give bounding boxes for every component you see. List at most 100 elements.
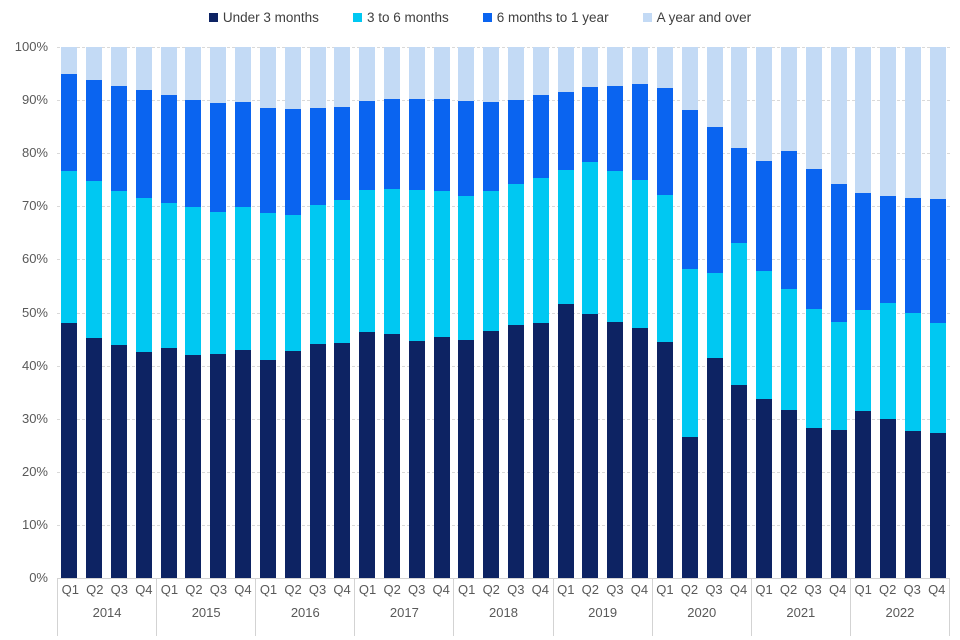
x-axis-year-label-2018: 2018 [489, 605, 518, 620]
bar-segment-a-year-and-over [805, 47, 822, 169]
stacked-bar-2019-Q3 [607, 47, 624, 578]
bar-slot-2015-Q1 [156, 47, 181, 578]
bar-segment-under-3-months [86, 338, 103, 578]
bar-segment-6-months-to-1-year [607, 86, 624, 172]
x-axis-year-label-2020: 2020 [687, 605, 717, 620]
bar-segment-6-months-to-1-year [855, 192, 872, 311]
bar-segment-a-year-and-over [185, 47, 202, 101]
stacked-bar-2015-Q4 [235, 47, 252, 578]
bar-segment-a-year-and-over [632, 47, 649, 85]
bar-segment-a-year-and-over [210, 47, 227, 103]
bar-segment-a-year-and-over [359, 47, 376, 102]
gridline [57, 259, 950, 261]
bar-segment-3-to-6-months [582, 162, 599, 315]
gridline [57, 206, 950, 208]
quarter-label-row: Q1 Q2 Q3 Q4 [355, 582, 453, 598]
x-axis-year-group-2014: Q1 Q2 Q3 Q4 2014 [57, 579, 156, 636]
bar-segment-under-3-months [284, 351, 301, 578]
x-tick-label-2018-Q2: Q2 [482, 582, 500, 597]
bar-segment-a-year-and-over [160, 47, 177, 95]
bar-segment-a-year-and-over [830, 47, 847, 184]
bar-segment-6-months-to-1-year [681, 109, 698, 269]
bar-segment-a-year-and-over [383, 47, 400, 100]
x-tick-label-2015-Q4: Q4 [234, 582, 252, 597]
stacked-bar-2021-Q2 [780, 47, 797, 578]
legend-item-6-months-to-1-year: 6 months to 1 year [482, 10, 609, 25]
bar-segment-under-3-months [780, 410, 797, 578]
stacked-bar-2014-Q4 [135, 47, 152, 578]
bar-segment-3-to-6-months [780, 289, 797, 411]
bar-segment-3-to-6-months [235, 207, 252, 351]
bar-segment-6-months-to-1-year [210, 102, 227, 212]
bar-slot-2017-Q1 [355, 47, 380, 578]
x-tick-label-2016-Q1: Q1 [259, 582, 278, 597]
gridline [57, 100, 950, 102]
bar-slot-2021-Q1 [752, 47, 777, 578]
stacked-bar-2022-Q1 [855, 47, 872, 578]
bar-segment-3-to-6-months [905, 313, 922, 432]
quarter-label-row: Q1 Q2 Q3 Q4 [554, 582, 652, 598]
plot-area [57, 47, 950, 579]
bar-segment-6-months-to-1-year [880, 196, 897, 304]
stacked-bar-2022-Q3 [905, 47, 922, 578]
bar-slot-2014-Q4 [131, 47, 156, 578]
legend-item-3-to-6-months: 3 to 6 months [352, 10, 449, 25]
bar-segment-6-months-to-1-year [284, 109, 301, 216]
bar-segment-under-3-months [880, 418, 897, 578]
bar-segment-6-months-to-1-year [632, 84, 649, 181]
bar-slot-2014-Q3 [107, 47, 132, 578]
x-tick-label-2020-Q4: Q4 [729, 582, 748, 597]
bar-segment-6-months-to-1-year [359, 101, 376, 191]
bar-segment-under-3-months [805, 428, 822, 578]
bar-slot-2017-Q2 [380, 47, 405, 578]
quarter-label-row: Q1 Q2 Q3 Q4 [851, 582, 949, 598]
bar-slot-2016-Q4 [330, 47, 355, 578]
bar-segment-under-3-months [830, 430, 847, 578]
bar-segment-a-year-and-over [235, 47, 252, 102]
x-tick-label-2017-Q1: Q1 [358, 582, 377, 597]
x-tick-label-2021-Q1: Q1 [755, 582, 773, 597]
x-axis-year-group-2022: Q1 Q2 Q3 Q4 2022 [849, 579, 950, 636]
bar-segment-3-to-6-months [756, 270, 773, 399]
bar-segment-3-to-6-months [210, 211, 227, 354]
legend-label: Under 3 months [222, 10, 319, 25]
bar-segment-6-months-to-1-year [259, 107, 276, 213]
stacked-bar-2015-Q1 [160, 47, 177, 578]
stacked-bar-2014-Q2 [86, 47, 103, 578]
y-tick-label: 50% [21, 304, 48, 320]
bar-segment-3-to-6-months [805, 308, 822, 429]
stacked-bar-2016-Q3 [309, 47, 326, 578]
bar-segment-6-months-to-1-year [61, 74, 78, 171]
bar-segment-a-year-and-over [855, 47, 872, 193]
quarter-label-row: Q1 Q2 Q3 Q4 [454, 582, 552, 598]
stacked-bar-2019-Q2 [582, 47, 599, 578]
gridline [57, 312, 950, 314]
bar-segment-6-months-to-1-year [905, 197, 922, 314]
bar-slot-2014-Q1 [57, 47, 82, 578]
bar-segment-3-to-6-months [408, 190, 425, 342]
bar-segment-under-3-months [111, 344, 128, 578]
bar-segment-a-year-and-over [408, 47, 425, 99]
bar-segment-3-to-6-months [284, 215, 301, 352]
bar-segment-6-months-to-1-year [706, 127, 723, 274]
bar-slot-2015-Q4 [231, 47, 256, 578]
bar-slot-2016-Q3 [305, 47, 330, 578]
bar-segment-6-months-to-1-year [756, 161, 773, 271]
bar-slot-2020-Q3 [702, 47, 727, 578]
quarter-label-row: Q1 Q2 Q3 Q4 [157, 582, 255, 598]
x-tick-label-2017-Q2: Q2 [383, 582, 401, 597]
bar-segment-a-year-and-over [532, 47, 549, 95]
x-tick-label-2021-Q3: Q3 [804, 582, 822, 597]
x-axis-year-label-2022: 2022 [885, 605, 915, 620]
bar-segment-3-to-6-months [731, 243, 748, 386]
bar-segment-a-year-and-over [607, 47, 624, 87]
x-tick-label-2015-Q2: Q2 [185, 582, 203, 597]
bar-slot-2017-Q4 [429, 47, 454, 578]
bar-segment-3-to-6-months [855, 310, 872, 412]
x-axis: Q1 Q2 Q3 Q4 2014 Q1 Q2 Q3 Q4 2015 Q1 Q2 Q3 Q4 2016 Q1 Q2… [57, 579, 950, 636]
gridline [57, 365, 950, 367]
gridline [57, 418, 950, 420]
x-axis-year-group-2016: Q1 Q2 Q3 Q4 2016 [255, 579, 354, 636]
legend-item-under-3-months: Under 3 months [208, 10, 319, 25]
